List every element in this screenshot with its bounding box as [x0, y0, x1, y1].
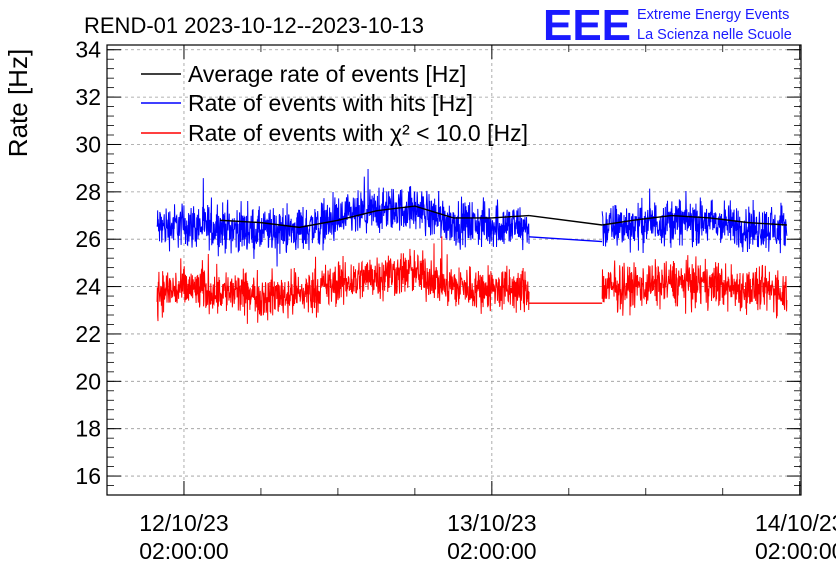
- y-tick-label: 26: [75, 226, 101, 252]
- x-axis: 12/10/2302:00:0013/10/2302:00:0014/10/23…: [106, 45, 836, 564]
- chart-title: REND-01 2023-10-12--2023-10-13: [84, 13, 424, 38]
- series-line-segment: [219, 205, 530, 229]
- series-hits-rate: [156, 169, 788, 267]
- legend-item: Rate of events with χ² < 10.0 [Hz]: [141, 120, 528, 146]
- x-tick-time: 02:00:00: [139, 538, 229, 564]
- legend-label: Rate of events with hits [Hz]: [188, 90, 473, 116]
- eee-logo-letters: EEE: [543, 1, 631, 50]
- y-tick-label: 24: [75, 274, 101, 300]
- plot-series: [156, 169, 788, 324]
- y-tick-label: 20: [75, 368, 101, 394]
- x-tick-date: 14/10/23: [755, 510, 836, 536]
- eee-logo: EEE Extreme Energy Events La Scienza nel…: [543, 1, 792, 50]
- x-tick-time: 02:00:00: [755, 538, 836, 564]
- y-tick-label: 30: [75, 131, 101, 157]
- x-tick-date: 13/10/23: [447, 510, 537, 536]
- legend: Average rate of events [Hz] Rate of event…: [141, 61, 528, 146]
- y-tick-label: 16: [75, 463, 101, 489]
- y-tick-label: 34: [75, 37, 101, 63]
- legend-item: Rate of events with hits [Hz]: [141, 90, 473, 116]
- x-tick-date: 12/10/23: [139, 510, 229, 536]
- logo-line-1: Extreme Energy Events: [637, 7, 789, 23]
- y-tick-label: 32: [75, 84, 101, 110]
- y-tick-label: 28: [75, 179, 101, 205]
- series-line-segment: [156, 236, 530, 324]
- y-axis-label: Rate [Hz]: [3, 49, 33, 157]
- plot-frame: [106, 44, 802, 496]
- y-tick-label: 22: [75, 321, 101, 347]
- series-line-segment: [528, 236, 603, 243]
- logo-line-2: La Scienza nelle Scuole: [637, 27, 792, 43]
- series-chi2-rate: [156, 236, 788, 324]
- legend-label: Average rate of events [Hz]: [188, 61, 466, 87]
- series-line-segment: [528, 214, 603, 226]
- series-average-rate: [219, 205, 787, 229]
- y-tick-label: 18: [75, 416, 101, 442]
- series-line-segment: [156, 169, 530, 267]
- legend-label: Rate of events with χ² < 10.0 [Hz]: [188, 120, 528, 146]
- y-axis: 16 18 20 22 24 26 28 30 32 34: [75, 37, 801, 496]
- legend-item: Average rate of events [Hz]: [141, 61, 466, 87]
- series-line-segment: [601, 255, 788, 319]
- series-line-segment: [602, 214, 787, 226]
- x-tick-time: 02:00:00: [447, 538, 537, 564]
- series-line-segment: [601, 188, 788, 254]
